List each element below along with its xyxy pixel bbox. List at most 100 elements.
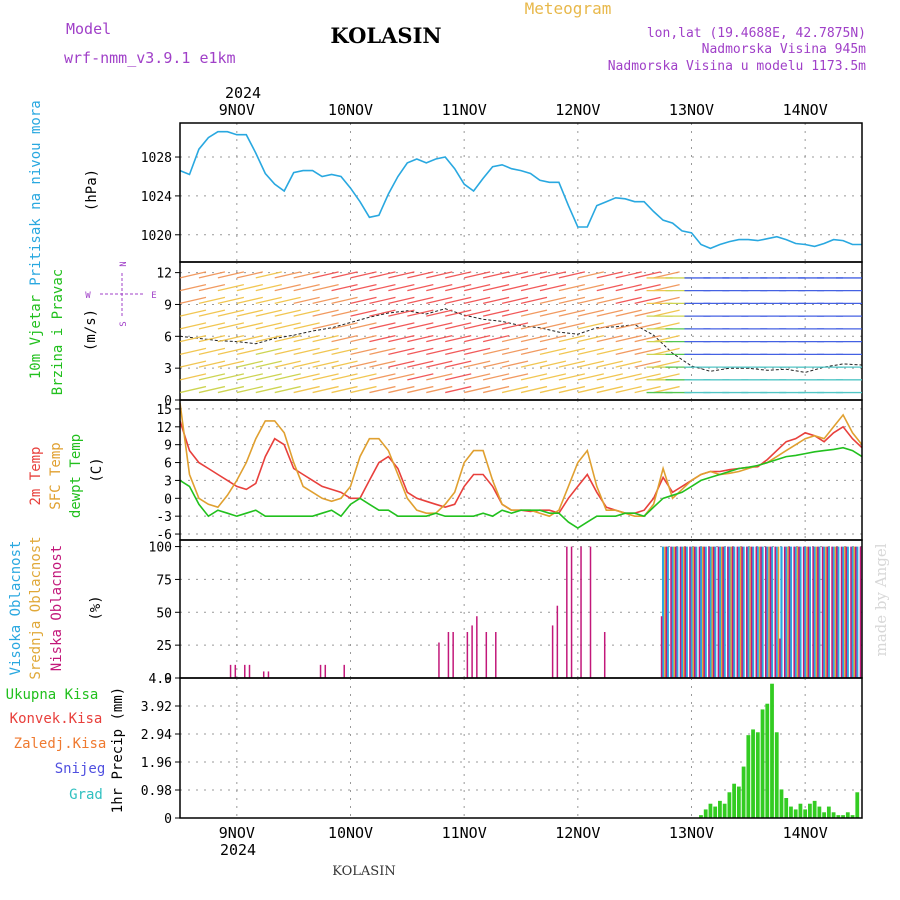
wind-arrow	[350, 360, 377, 368]
y-tick-label: 4.9	[149, 672, 172, 687]
mid-cloud-legend: Srednja Oblacnost	[28, 536, 44, 679]
wind-arrow	[445, 360, 472, 368]
precip-ylabel: 1hr Precip (mm)	[110, 687, 126, 813]
precip-total-legend: Ukupna Kisa	[6, 687, 99, 703]
wind-arrow	[558, 373, 586, 381]
wind-arrow	[236, 373, 263, 381]
precip-bar	[741, 766, 746, 818]
wind-arrow	[236, 271, 263, 279]
precip-bar	[718, 800, 722, 818]
wind-arrow	[634, 360, 661, 368]
wind-arrow	[312, 385, 339, 394]
wind-arrow	[236, 347, 263, 355]
wind-arrow	[331, 360, 358, 368]
wind-arrow	[464, 360, 491, 368]
wind-arrow	[217, 271, 245, 279]
wind-arrow	[634, 322, 661, 330]
wind-arrow	[634, 309, 661, 317]
footer-station: KOLASIN	[332, 864, 395, 879]
wind-arrow	[236, 284, 263, 292]
wind-arrow	[520, 284, 548, 292]
compass-s: S	[119, 321, 129, 326]
y-tick-label: 0.98	[141, 784, 172, 799]
dewpt-legend: dewpt Temp	[68, 434, 84, 518]
wind-arrow	[615, 271, 642, 279]
y-tick-label: 9	[164, 439, 172, 454]
precip-bar	[793, 809, 798, 818]
precip-bar	[703, 809, 708, 818]
y-tick-label: 1028	[141, 151, 172, 166]
wind-arrow	[293, 385, 320, 394]
wind-ylabel: (m/s)	[83, 309, 99, 351]
station-title: KOLASIN	[330, 23, 441, 48]
panel-frame	[179, 122, 863, 263]
wind-arrow	[217, 360, 245, 368]
wind-arrow	[407, 334, 434, 343]
wind-arrow	[388, 309, 415, 317]
wind-arrow	[255, 373, 282, 381]
wind-arrow	[520, 373, 548, 381]
precip-bar	[779, 789, 784, 818]
precip-bar	[803, 809, 808, 818]
wind-arrow	[312, 296, 339, 305]
model-label: Model	[66, 20, 111, 38]
y-tick-label: 12	[156, 267, 172, 282]
wind-arrow	[539, 322, 567, 330]
wind-arrow	[539, 296, 567, 305]
wind-arrow	[369, 271, 396, 279]
wind-arrow	[331, 296, 358, 305]
wind-arrow	[501, 334, 529, 343]
wind-arrow	[255, 334, 282, 343]
wind-arrow	[501, 271, 529, 279]
wind-arrow	[388, 271, 415, 279]
x-tick-label-bottom: 13NOV	[669, 824, 714, 842]
wind-arrow	[596, 296, 623, 305]
plot-area: 102010241028036912-6-3036912150255075100…	[141, 101, 863, 842]
wind-arrow	[407, 385, 434, 394]
chart-title: Meteogram	[525, 0, 612, 18]
wind-arrow	[445, 322, 472, 330]
wind-arrow	[482, 296, 510, 305]
wind-arrow	[520, 271, 548, 279]
precip-bar	[812, 800, 817, 818]
precip-bar	[755, 732, 760, 818]
wind-arrow	[539, 271, 567, 279]
precip-bar	[831, 812, 836, 818]
wind-arrow	[558, 322, 586, 330]
wind-arrow	[179, 360, 207, 368]
wind-arrow	[274, 309, 301, 317]
wind-arrow	[558, 271, 586, 279]
y-tick-label: 2.94	[141, 728, 172, 743]
compass-e: E	[151, 291, 156, 301]
y-tick-label: 6	[164, 457, 172, 472]
wind-arrow	[539, 347, 567, 355]
y-tick-label: 25	[156, 639, 172, 654]
wind-arrow	[369, 347, 396, 355]
wind-arrow	[312, 334, 339, 343]
x-tick-label-bottom: 12NOV	[555, 824, 600, 842]
wind-arrow	[369, 296, 396, 305]
panel-cloud: 0 25 50 75 100	[149, 539, 863, 687]
wind-arrow	[482, 334, 510, 343]
wind-arrow	[596, 284, 623, 292]
wind-arrow	[350, 334, 377, 343]
wind-arrow	[407, 360, 434, 368]
wind-arrow	[407, 296, 434, 305]
wind-arrow	[236, 334, 263, 343]
sfctemp-legend: SFC Temp	[48, 442, 64, 509]
y-tick-label: 0	[164, 492, 172, 507]
wind-arrow	[350, 347, 377, 355]
wind-arrow	[293, 334, 320, 343]
wind-arrow	[615, 322, 642, 330]
y-tick-label: 0	[164, 672, 172, 687]
x-tick-label-top: 13NOV	[669, 101, 714, 119]
wind-arrow	[198, 347, 226, 355]
wind-arrow	[615, 373, 642, 381]
wind-arrow	[539, 284, 567, 292]
wind-arrow	[653, 385, 680, 394]
y-tick-label: 75	[156, 573, 172, 588]
wind-arrow	[331, 322, 358, 330]
wind-arrow	[653, 360, 680, 368]
y-tick-label: 0	[164, 394, 172, 409]
